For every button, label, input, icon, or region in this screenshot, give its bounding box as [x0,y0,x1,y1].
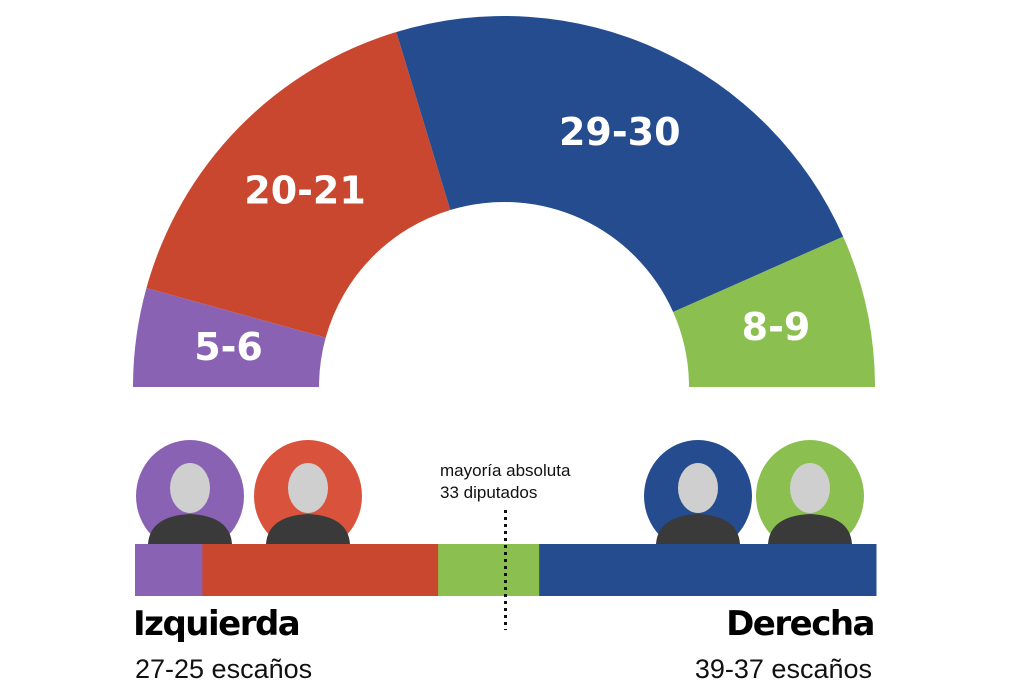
left-bloc-seats: 27-25 escaños [135,654,313,684]
arc-red-party [146,31,451,338]
bar-segment-blue-party [539,544,877,596]
majority-annotation: mayoría absoluta 33 diputados [440,460,570,504]
portrait-green-party [756,440,864,552]
seat-label-purple-party: 5-6 [194,325,263,369]
seat-label-green-party: 8-9 [742,305,811,349]
bar-segment-purple-party [135,544,203,596]
seat-label-blue-party: 29-30 [559,110,681,154]
arc-purple-party [133,288,326,387]
left-bloc-title: Izquierda [133,604,301,644]
right-bloc-title: Derecha [726,604,875,644]
portrait-purple-party [136,440,244,552]
portrait-red-party [254,440,362,552]
portrait-blue-party [644,440,752,552]
bar-segment-green-party [438,544,540,596]
majority-line2: 33 diputados [440,483,538,502]
arc-green-party [673,236,875,387]
right-bloc-seats: 39-37 escaños [694,654,872,684]
arc-blue-party [396,15,844,313]
bar-segment-red-party [202,544,439,596]
majority-line1: mayoría absoluta [440,461,571,480]
seat-label-red-party: 20-21 [244,168,366,212]
